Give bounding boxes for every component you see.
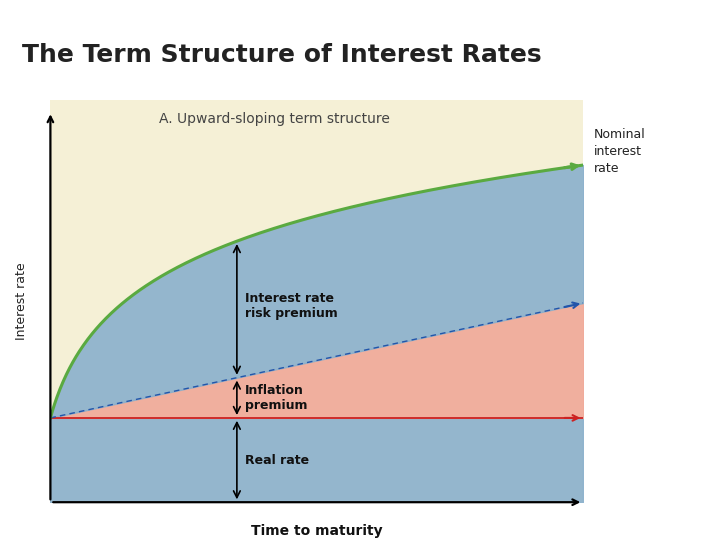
Text: Nominal
interest
rate: Nominal interest rate	[594, 127, 646, 175]
Text: Inflation
premium: Inflation premium	[245, 384, 307, 412]
Text: A. Upward-sloping term structure: A. Upward-sloping term structure	[158, 112, 390, 126]
Text: FUNDAMENTALS
OF
CORPORATE
FINANCE: FUNDAMENTALS OF CORPORATE FINANCE	[638, 25, 683, 47]
Text: Interest rate
risk premium: Interest rate risk premium	[245, 292, 338, 320]
Text: Time to maturity: Time to maturity	[251, 524, 382, 538]
Text: The Term Structure of Interest Rates: The Term Structure of Interest Rates	[22, 43, 541, 68]
Text: Real rate: Real rate	[245, 454, 309, 467]
Text: Interest rate: Interest rate	[14, 262, 27, 340]
